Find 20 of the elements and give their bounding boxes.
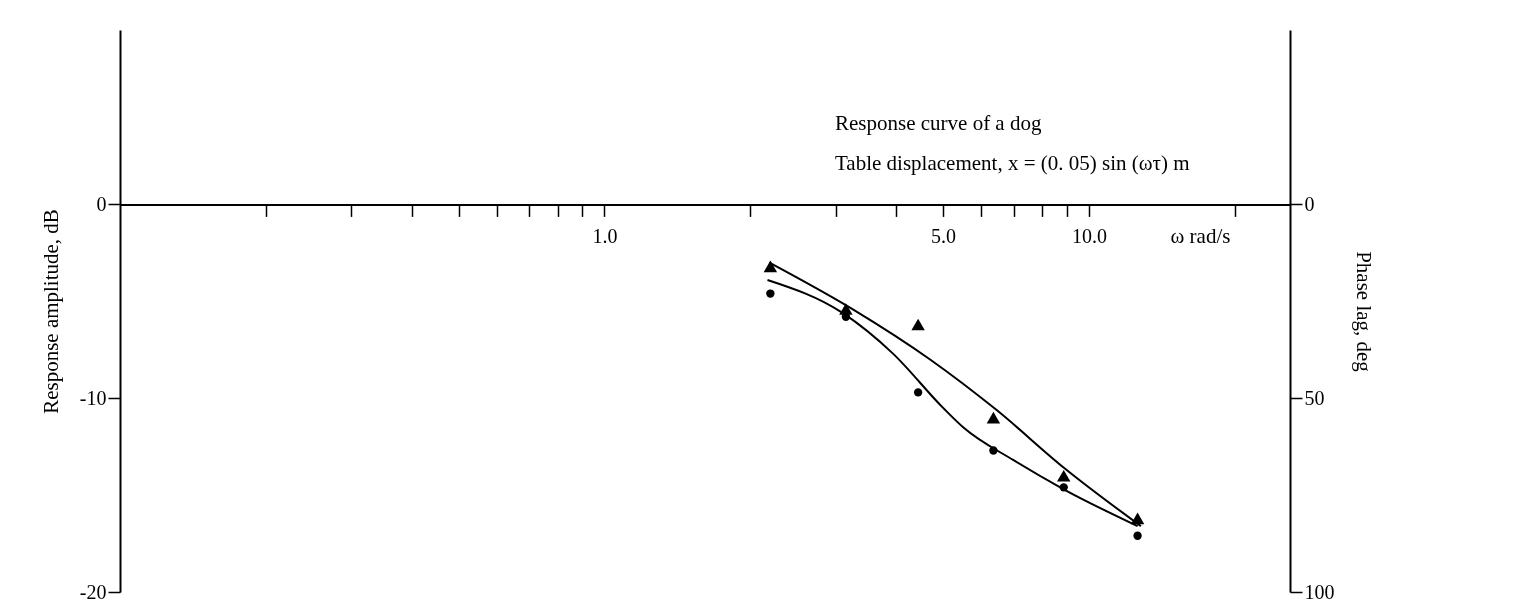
point bbox=[911, 318, 925, 331]
y2-axis-title: Phase lag, deg bbox=[1351, 251, 1376, 373]
y-tick-label: -10 bbox=[79, 386, 107, 409]
y-axis-title: Response amplitude, dB bbox=[38, 209, 63, 414]
point bbox=[766, 289, 775, 298]
y2-tick-label: 100 bbox=[1304, 580, 1335, 603]
point bbox=[1133, 531, 1142, 540]
x-axis-title: ω rad/s bbox=[1170, 223, 1231, 248]
point bbox=[1057, 469, 1071, 482]
point bbox=[839, 303, 853, 315]
x-tick-label: 10.0 bbox=[1071, 224, 1107, 247]
x-tick-label: 1.0 bbox=[592, 224, 618, 247]
y2-tick-label: 0 bbox=[1304, 192, 1315, 215]
x-tick-label: 5.0 bbox=[931, 224, 957, 247]
y-tick-label: 0 bbox=[96, 192, 107, 215]
y-tick-label: -20 bbox=[79, 580, 107, 603]
text: Response curve of a dog bbox=[835, 111, 1042, 135]
point bbox=[913, 388, 923, 397]
y2-tick-label: 50 bbox=[1304, 386, 1325, 409]
text: Table displacement, x = (0. 05) sin (ωτ) m bbox=[835, 151, 1190, 175]
